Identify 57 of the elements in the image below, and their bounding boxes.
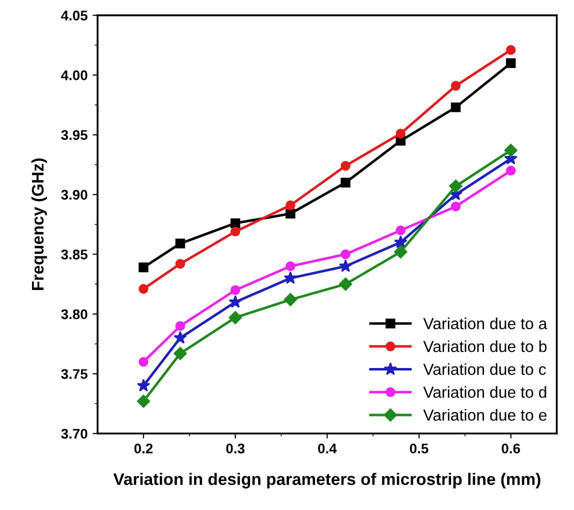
point	[340, 249, 350, 260]
point	[506, 58, 516, 68]
legend-label: Variation due to b	[423, 340, 547, 352]
point	[228, 295, 242, 308]
point	[138, 284, 148, 294]
point	[286, 261, 296, 272]
point	[138, 262, 148, 272]
y-tick-label: 4.00	[61, 70, 88, 80]
y-tick-label: 4.05	[61, 10, 88, 20]
y-tick-label: 3.70	[61, 428, 88, 439]
x-tick-label: 0.3	[226, 444, 244, 454]
point	[230, 226, 240, 236]
point	[174, 330, 187, 344]
point	[396, 128, 406, 138]
y-axis-title: Frequency (GHz)	[31, 158, 47, 290]
x-tick-label: 0.5	[410, 444, 428, 454]
point	[136, 378, 150, 392]
x-axis-title: Variation in design parameters of microstrip line (mm)	[113, 472, 540, 488]
point	[175, 321, 186, 331]
point	[340, 178, 350, 188]
legend-label: Variation due to a	[423, 318, 548, 330]
point	[506, 166, 516, 176]
point	[174, 346, 187, 360]
x-tick-label: 0.6	[502, 444, 520, 454]
point	[175, 258, 186, 269]
legend-label: Variation due to e	[423, 409, 546, 421]
point	[338, 278, 352, 291]
y-tick-label: 3.80	[61, 309, 88, 320]
y-tick-label: 3.90	[61, 190, 88, 200]
point	[338, 259, 352, 272]
point	[450, 80, 461, 91]
y-tick-label: 3.85	[61, 250, 88, 260]
point	[286, 208, 296, 219]
point	[396, 226, 406, 236]
point	[449, 180, 462, 193]
point	[450, 102, 461, 112]
point	[230, 218, 240, 228]
legend-label: Variation due to d	[423, 386, 546, 398]
point	[286, 200, 296, 210]
point	[394, 235, 408, 248]
point	[284, 271, 298, 284]
point	[506, 45, 516, 55]
point	[138, 356, 148, 367]
point	[340, 160, 350, 171]
x-tick-label: 0.4	[318, 444, 337, 454]
x-tick-label: 0.2	[134, 444, 153, 454]
point	[450, 202, 461, 212]
point	[284, 293, 298, 306]
point	[394, 245, 408, 258]
legend-label: Variation due to c	[423, 363, 546, 376]
y-tick-label: 3.95	[61, 130, 88, 140]
point	[136, 394, 150, 408]
y-tick-label: 3.75	[61, 369, 88, 379]
point	[230, 285, 240, 295]
point	[175, 238, 186, 248]
point	[504, 144, 518, 157]
point	[228, 311, 242, 324]
